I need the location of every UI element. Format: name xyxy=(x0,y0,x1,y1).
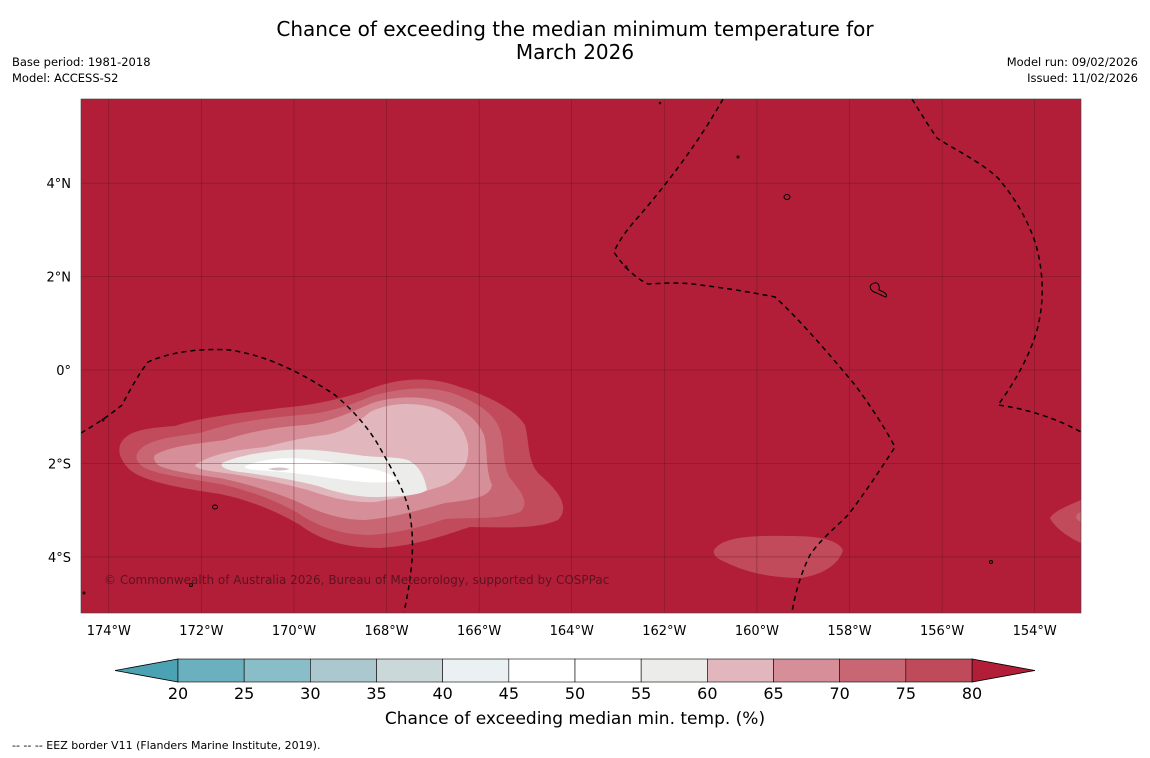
longitude-tick-label: 164°W xyxy=(550,624,594,639)
colorbar-tick-label: 35 xyxy=(366,684,386,703)
colorbar-tick-label: 30 xyxy=(300,684,320,703)
latitude-tick-label: 4°N xyxy=(47,177,72,192)
colorbar-tick-label: 70 xyxy=(829,684,849,703)
eez-borders xyxy=(81,99,1081,613)
colorbar-tick-label: 80 xyxy=(962,684,982,703)
colorbar-title: Chance of exceeding median min. temp. (%… xyxy=(384,709,766,729)
colorbar-segment xyxy=(574,658,642,683)
contour-inner-dark xyxy=(268,467,290,471)
contour-45-50 xyxy=(244,458,396,483)
eez-border-east xyxy=(911,99,1081,433)
latitude-tick-label: 2°S xyxy=(48,457,71,472)
issued-label: Issued: 11/02/2026 xyxy=(1027,71,1138,85)
colorbar-tick-label: 75 xyxy=(896,684,916,703)
latitude-tick-label: 0° xyxy=(56,364,71,379)
island-dot-1 xyxy=(189,583,193,587)
longitude-tick-label: 160°W xyxy=(735,624,779,639)
colorbar-tick-label: 20 xyxy=(168,684,188,703)
longitude-tick-label: 158°W xyxy=(827,624,871,639)
model-label: Model: ACCESS-S2 xyxy=(12,71,119,85)
colorbar-segment xyxy=(376,658,443,683)
colorbar-tick-label: 55 xyxy=(631,684,651,703)
map-border xyxy=(80,98,1082,614)
longitude-tick-label: 170°W xyxy=(272,624,316,639)
colorbar-segment xyxy=(905,658,973,683)
latitude-tick-label: 4°S xyxy=(48,551,71,566)
colorbar-segment xyxy=(640,658,708,683)
colorbar-tick-label: 45 xyxy=(499,684,519,703)
footnote-eez: -- -- -- EEZ border V11 (Flanders Marine… xyxy=(12,739,321,752)
colorbar-tick-label: 65 xyxy=(763,684,783,703)
contour-core-60 xyxy=(394,410,446,461)
colorbar-segment xyxy=(442,658,510,683)
copyright-notice: © Commonwealth of Australia 2026, Bureau… xyxy=(104,573,609,587)
latitude-tick-label: 2°N xyxy=(47,271,72,286)
colorbar-tick-label: 40 xyxy=(432,684,452,703)
longitude-tick-label: 168°W xyxy=(364,624,408,639)
meta-right: Model run: 09/02/2026 Issued: 11/02/2026 xyxy=(1007,54,1138,86)
colorbar-under-arrow xyxy=(114,658,179,683)
island-christmas xyxy=(869,282,887,298)
map-frame: © Commonwealth of Australia 2026, Bureau… xyxy=(81,99,1081,613)
title-line-1: Chance of exceeding the median minimum t… xyxy=(276,17,874,41)
colorbar-over-arrow xyxy=(971,658,1036,683)
island-jarvis xyxy=(783,194,791,200)
island-dot-3 xyxy=(736,155,740,159)
longitude-labels: 174°W 172°W 170°W 168°W 166°W 164°W 162°W 160°W… xyxy=(87,624,1057,639)
model-run-label: Model run: 09/02/2026 xyxy=(1006,55,1138,69)
island-dot-6 xyxy=(82,591,86,595)
colorbar-segment xyxy=(310,658,377,683)
latitude-labels: 4°N 2°N 0° 2°S 4°S xyxy=(47,177,72,566)
longitude-tick-label: 156°W xyxy=(920,624,964,639)
colorbar-segment xyxy=(773,658,840,683)
graticule xyxy=(81,99,1081,613)
longitude-tick-label: 162°W xyxy=(642,624,686,639)
island-dot-2 xyxy=(989,560,993,564)
colorbar-tick-label: 60 xyxy=(697,684,717,703)
longitude-tick-label: 154°W xyxy=(1013,624,1057,639)
island-swains xyxy=(212,504,218,510)
islands xyxy=(82,101,993,595)
eez-border-central xyxy=(613,99,896,613)
colorbar: 20 25 30 35 40 45 50 55 60 65 70 75 80 xyxy=(114,658,1036,703)
island-dot-4 xyxy=(624,265,628,269)
colorbar-tick-label: 50 xyxy=(565,684,585,703)
longitude-tick-label: 174°W xyxy=(87,624,131,639)
island-dot-5 xyxy=(658,101,662,105)
title-line-2: March 2026 xyxy=(515,40,635,64)
colorbar-segment xyxy=(508,658,576,683)
map-background xyxy=(81,99,1081,613)
contour-east-patch-inner xyxy=(1076,512,1081,522)
eez-border-west xyxy=(81,348,414,613)
colorbar-segment xyxy=(839,658,907,683)
colorbar-segment xyxy=(177,658,245,683)
longitude-tick-label: 166°W xyxy=(457,624,501,639)
contour-east-patch xyxy=(1050,500,1081,543)
longitude-tick-label: 172°W xyxy=(179,624,223,639)
base-period-label: Base period: 1981-2018 xyxy=(12,55,151,69)
map-title: Chance of exceeding the median minimum t… xyxy=(0,18,1150,64)
meta-left: Base period: 1981-2018 Model: ACCESS-S2 xyxy=(12,54,151,86)
colorbar-segment xyxy=(707,658,774,683)
island-dot-7 xyxy=(101,418,105,422)
colorbar-tick-label: 25 xyxy=(234,684,254,703)
colorbar-segment xyxy=(243,658,311,683)
